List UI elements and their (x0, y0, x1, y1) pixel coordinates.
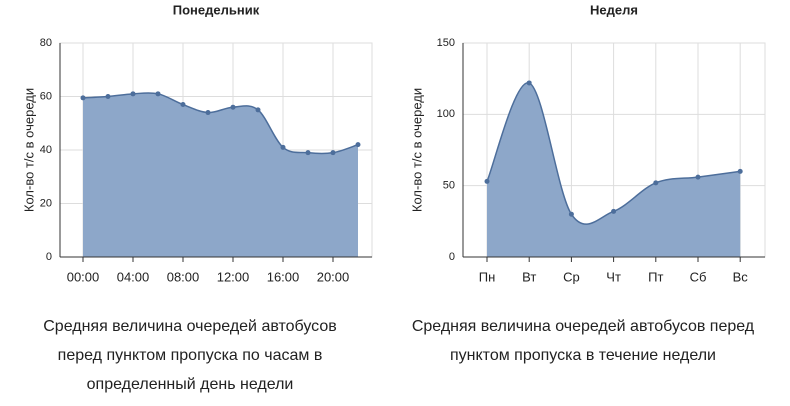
x-tick-label: 20:00 (317, 269, 350, 284)
point (80, 95, 86, 101)
point (484, 178, 490, 184)
point (330, 150, 336, 156)
point (611, 208, 617, 214)
x-tick-label: Пт (648, 269, 663, 284)
area (487, 82, 741, 257)
y-tick-label: 40 (40, 144, 52, 156)
chart-title: Неделя (590, 2, 638, 17)
area (83, 92, 358, 257)
y-tick-label: 50 (443, 180, 455, 192)
y-tick-label: 0 (449, 251, 455, 263)
y-tick-label: 60 (40, 90, 52, 102)
y-axis-label: Кол-во т/с в очереди (409, 88, 424, 212)
charts: Понедельник Кол-во т/с в очереди 0 20 40 60 80… (21, 2, 766, 284)
point (568, 211, 574, 217)
y-tick-label: 80 (40, 37, 52, 49)
x-tick-label: Сб (690, 269, 707, 284)
point (105, 94, 111, 99)
x-tick-label: 08:00 (167, 269, 200, 284)
point (255, 107, 261, 113)
y-tick-label: 0 (46, 251, 52, 263)
point (280, 144, 286, 150)
x-tick-label: Ср (563, 269, 580, 284)
point (155, 91, 161, 97)
caption: Средняя величина очередей автобусов пере… (411, 318, 755, 364)
x-tick-label: Пн (479, 269, 496, 284)
y-tick-label: 100 (437, 108, 455, 120)
point (695, 174, 701, 180)
chart-title: Понедельник (173, 2, 260, 17)
y-tick-label: 150 (437, 37, 455, 49)
y-tick-label: 20 (40, 197, 52, 209)
point (526, 80, 532, 86)
point (180, 102, 186, 108)
point (230, 104, 236, 110)
line (486, 82, 741, 225)
x-tick-label: 16:00 (267, 269, 300, 284)
x-tick-label: 04:00 (117, 269, 150, 284)
x-tick-label: Чт (606, 269, 621, 284)
x-tick-label: 00:00 (67, 269, 100, 284)
point (737, 168, 743, 174)
caption: Средняя величина очередей автобусов пере… (43, 318, 337, 393)
x-tick-label: Вс (733, 269, 749, 284)
y-axis-label: Кол-во т/с в очереди (21, 88, 36, 212)
point (305, 150, 311, 156)
x-tick-label: Вт (522, 269, 536, 284)
point (653, 180, 659, 186)
point (355, 142, 361, 148)
point (205, 110, 211, 116)
point (130, 91, 136, 97)
x-tick-label: 12:00 (217, 269, 250, 284)
